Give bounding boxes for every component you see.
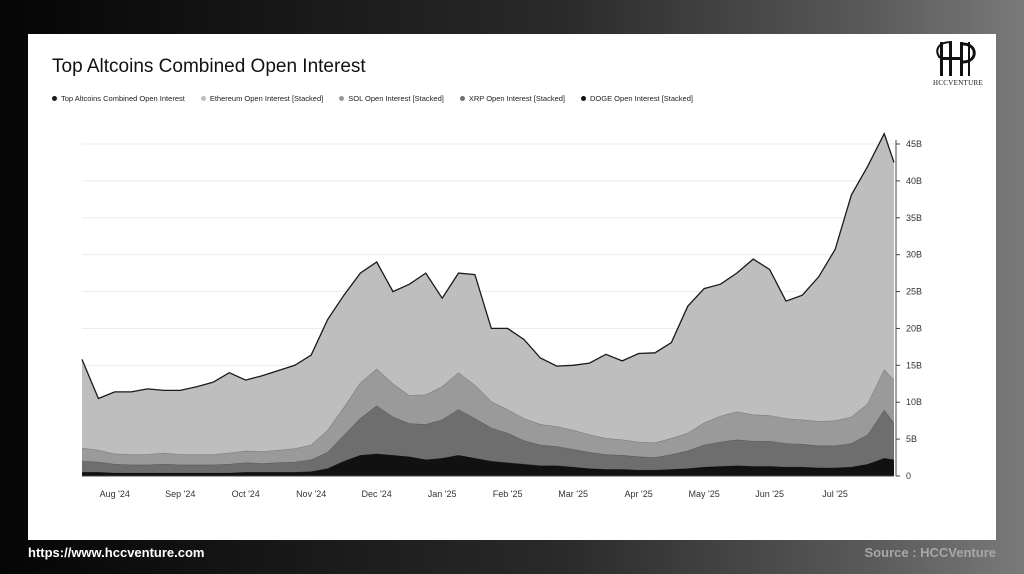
chart-title: Top Altcoins Combined Open Interest bbox=[52, 56, 366, 77]
y-tick-label: 25B bbox=[906, 287, 922, 297]
y-tick-label: 45B bbox=[906, 139, 922, 149]
website-url[interactable]: https://www.hccventure.com bbox=[28, 545, 205, 560]
axes: 0 5B 10B 15B 20B 25B 30B 35B 40B 45B Aug '24 Sep '2… bbox=[82, 139, 922, 499]
x-tick-label: Sep '24 bbox=[165, 489, 195, 499]
y-tick-label: 35B bbox=[906, 213, 922, 223]
x-tick-label: Jan '25 bbox=[428, 489, 457, 499]
x-tick-label: Feb '25 bbox=[493, 489, 523, 499]
x-tick-label: Jun '25 bbox=[755, 489, 784, 499]
legend-dot-xrp bbox=[459, 96, 465, 101]
legend-label-xrp: XRP Open Interest [Stacked] bbox=[468, 94, 566, 103]
x-tick-label: Aug '24 bbox=[100, 489, 130, 499]
area-xrp bbox=[82, 405, 894, 476]
x-tick-label: Nov '24 bbox=[296, 489, 326, 499]
legend-item-ethereum[interactable]: Ethereum Open Interest [Stacked] bbox=[200, 94, 324, 103]
area-doge bbox=[82, 453, 894, 476]
legend-item-total[interactable]: Top Altcoins Combined Open Interest bbox=[52, 94, 185, 103]
x-tick-label: May '25 bbox=[688, 489, 719, 499]
logo-text: HCCVENTURE bbox=[932, 79, 984, 87]
legend-dot-doge bbox=[581, 96, 587, 101]
legend-dot-total bbox=[52, 96, 57, 101]
legend-label-doge: DOGE Open Interest [Stacked] bbox=[590, 94, 693, 103]
y-tick-label: 10B bbox=[906, 397, 922, 407]
y-tick-label: 0 bbox=[906, 471, 911, 481]
y-tick-label: 5B bbox=[906, 434, 917, 444]
y-tick-label: 40B bbox=[906, 176, 922, 186]
total-line bbox=[81, 132, 895, 400]
area-sol bbox=[82, 369, 894, 476]
legend-item-sol[interactable]: SOL Open Interest [Stacked] bbox=[339, 94, 444, 103]
y-tick-label: 20B bbox=[906, 323, 922, 333]
area-ethereum bbox=[82, 133, 894, 476]
x-tick-label: Apr '25 bbox=[624, 489, 652, 499]
series-edge-line bbox=[81, 405, 895, 466]
legend-label-ethereum: Ethereum Open Interest [Stacked] bbox=[209, 94, 324, 103]
series-edge-line bbox=[81, 368, 895, 455]
y-tick-label: 15B bbox=[906, 360, 922, 370]
hccventure-logo: HCCVENTURE bbox=[928, 40, 988, 88]
series-edge-line bbox=[82, 453, 895, 474]
x-tick-label: Mar '25 bbox=[558, 489, 588, 499]
legend-item-xrp[interactable]: XRP Open Interest [Stacked] bbox=[459, 94, 566, 103]
y-tick-label: 30B bbox=[906, 250, 922, 260]
x-tick-label: Jul '25 bbox=[822, 489, 848, 499]
legend-item-doge[interactable]: DOGE Open Interest [Stacked] bbox=[581, 94, 693, 103]
chart-legend: Top Altcoins Combined Open Interest Ethe… bbox=[52, 94, 693, 103]
chart-card: 0 5B 10B 15B 20B 25B 30B 35B 40B 45B Aug '24 Sep '2… bbox=[28, 34, 996, 540]
legend-dot-sol bbox=[339, 96, 345, 101]
stacked-area-chart: 0 5B 10B 15B 20B 25B 30B 35B 40B 45B Aug '24 Sep '2… bbox=[81, 132, 922, 499]
source-credit: Source : HCCVenture bbox=[864, 545, 996, 560]
legend-dot-ethereum bbox=[200, 96, 206, 101]
legend-label-sol: SOL Open Interest [Stacked] bbox=[348, 94, 444, 103]
legend-label-total: Top Altcoins Combined Open Interest bbox=[61, 94, 185, 103]
x-tick-label: Dec '24 bbox=[362, 489, 392, 499]
x-tick-label: Oct '24 bbox=[232, 489, 260, 499]
area-series bbox=[81, 132, 895, 476]
logo-mark-icon bbox=[936, 41, 976, 76]
